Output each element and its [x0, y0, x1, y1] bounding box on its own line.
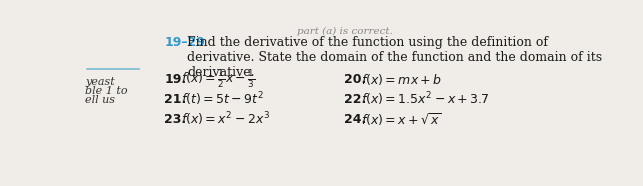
Text: Find the derivative of the function using the definition of
derivative. State th: Find the derivative of the function usin… — [187, 36, 602, 79]
Text: 20.: 20. — [344, 73, 366, 86]
Text: $f(x) = 1.5x^{2} - x + 3.7$: $f(x) = 1.5x^{2} - x + 3.7$ — [361, 91, 489, 108]
Text: 21.: 21. — [164, 93, 186, 106]
Text: 19.: 19. — [164, 73, 186, 86]
Text: $f(x) = x^{2} - 2x^{3}$: $f(x) = x^{2} - 2x^{3}$ — [181, 110, 270, 128]
Text: ell us: ell us — [85, 95, 115, 105]
Text: $f(t) = 5t - 9t^{2}$: $f(t) = 5t - 9t^{2}$ — [181, 91, 264, 108]
Text: 24.: 24. — [344, 113, 366, 126]
Text: 22.: 22. — [344, 93, 366, 106]
Text: $f(x) = x + \sqrt{x}$: $f(x) = x + \sqrt{x}$ — [361, 111, 441, 128]
Text: 23.: 23. — [164, 113, 186, 126]
Text: part (a) is correct.: part (a) is correct. — [297, 27, 393, 36]
Text: ble 1 to: ble 1 to — [85, 86, 128, 96]
Text: $f(x) = mx + b$: $f(x) = mx + b$ — [361, 72, 442, 87]
Text: yeast: yeast — [85, 77, 114, 87]
Text: $f(x) = \frac{1}{2}x - \frac{1}{3}$: $f(x) = \frac{1}{2}x - \frac{1}{3}$ — [181, 68, 255, 90]
Text: 19–29: 19–29 — [164, 36, 205, 49]
